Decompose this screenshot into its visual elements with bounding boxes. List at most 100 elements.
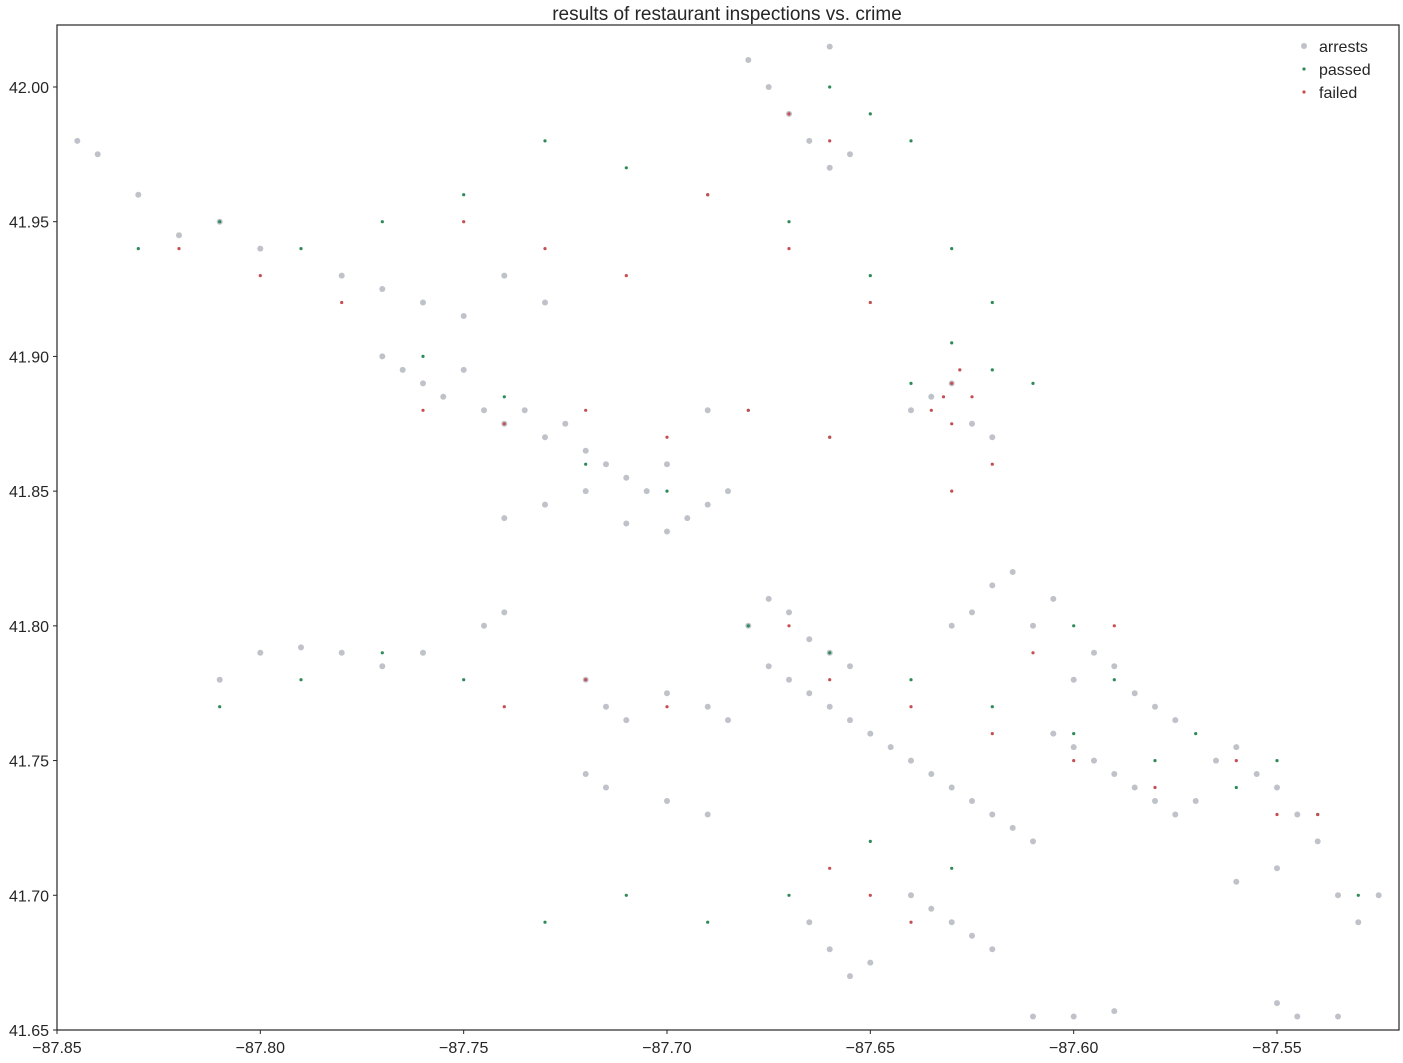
passed-point [624, 893, 628, 897]
arrests-point [338, 272, 345, 279]
plot-frame [56, 24, 1400, 1031]
arrests-point [786, 609, 792, 616]
passed-point [990, 705, 994, 709]
failed-point [1316, 812, 1320, 817]
arrests-point [928, 905, 935, 912]
failed-point [1112, 624, 1116, 628]
arrests-point [664, 690, 670, 697]
passed-point [868, 274, 872, 278]
plot-area [57, 25, 1399, 1030]
arrests-point [460, 366, 467, 373]
arrests-point [704, 703, 711, 710]
arrests-point [806, 636, 813, 643]
arrests-point [1030, 838, 1036, 845]
passed-point [218, 705, 222, 709]
arrests-point [928, 393, 935, 400]
failed-point [706, 193, 710, 197]
arrests-point [481, 622, 487, 629]
failed-point [787, 247, 791, 251]
passed-point [299, 678, 303, 682]
arrests-point [969, 420, 975, 427]
arrests-point [379, 286, 386, 292]
arrests-point [1111, 771, 1118, 777]
arrests-point [521, 407, 528, 414]
arrests-point [1335, 1013, 1341, 1020]
arrests-point [765, 663, 772, 670]
arrests-point [867, 959, 874, 966]
arrests-point [623, 717, 630, 724]
failed-point [941, 395, 946, 399]
arrests-point [257, 245, 264, 252]
chart-title: results of restaurant inspections vs. cr… [552, 4, 902, 25]
passed-point [462, 678, 466, 682]
passed-point [218, 220, 222, 224]
arrests-point [664, 528, 670, 535]
failed-point [950, 381, 954, 385]
arrests-point [725, 488, 731, 495]
arrests-point [1274, 865, 1280, 872]
arrests-point [379, 663, 386, 670]
arrests-point [1091, 649, 1097, 656]
x-tick-label: −87.70 [642, 1040, 691, 1057]
passed-point [502, 395, 506, 399]
x-tick-label: −87.65 [846, 1040, 895, 1057]
arrests-point [1070, 744, 1077, 751]
arrests-point [989, 811, 996, 818]
arrests-point [582, 771, 589, 777]
arrests-point [1294, 811, 1301, 818]
series-passed [136, 85, 1360, 924]
arrests-point [1172, 811, 1179, 818]
legend-label-arrests: arrests [1319, 39, 1368, 56]
passed-point [543, 920, 547, 924]
passed-point [950, 247, 954, 251]
y-tick-label: 41.90 [9, 349, 49, 366]
arrests-point [1314, 838, 1321, 845]
failed-point [1031, 651, 1035, 655]
arrests-point [1152, 703, 1158, 710]
arrests-point [216, 676, 223, 683]
arrests-point [542, 434, 548, 441]
arrests-point [1050, 595, 1057, 602]
passed-point [380, 220, 384, 224]
arrests-point [582, 488, 589, 495]
arrests-point [1009, 824, 1016, 831]
legend-label-failed: failed [1319, 85, 1357, 102]
failed-point [177, 247, 181, 251]
passed-point [462, 193, 466, 197]
arrests-point [948, 622, 955, 629]
passed-point [1275, 759, 1279, 763]
y-tick-label: 41.95 [9, 215, 49, 232]
arrests-point [1111, 1008, 1118, 1015]
arrests-point [948, 919, 955, 926]
arrests-point [826, 43, 833, 50]
arrests-point [481, 407, 487, 414]
passed-point [990, 300, 994, 305]
failed-point [665, 705, 669, 709]
passed-point [1072, 732, 1076, 736]
legend-marker-failed [1302, 90, 1306, 94]
arrests-point [908, 407, 914, 414]
arrests-point [847, 663, 853, 670]
x-tick-label: −87.80 [236, 1040, 285, 1057]
arrests-point [1070, 676, 1077, 683]
arrests-point [704, 501, 711, 508]
y-tick-label: 41.65 [9, 1023, 49, 1040]
passed-point [909, 678, 913, 682]
arrests-point [786, 676, 792, 683]
passed-point [1356, 893, 1360, 897]
x-tick-label: −87.75 [439, 1040, 488, 1057]
passed-point [746, 624, 750, 628]
failed-point [909, 705, 913, 709]
passed-point [1112, 678, 1116, 682]
failed-point [828, 678, 832, 682]
passed-point [421, 354, 425, 358]
arrests-point [603, 784, 609, 791]
arrests-point [969, 798, 975, 804]
failed-point [787, 112, 791, 116]
legend-label-passed: passed [1319, 62, 1371, 79]
passed-point [828, 651, 832, 655]
failed-point [909, 920, 913, 924]
y-tick-label: 41.80 [9, 619, 49, 636]
arrests-point [460, 313, 467, 319]
passed-point [787, 220, 791, 224]
